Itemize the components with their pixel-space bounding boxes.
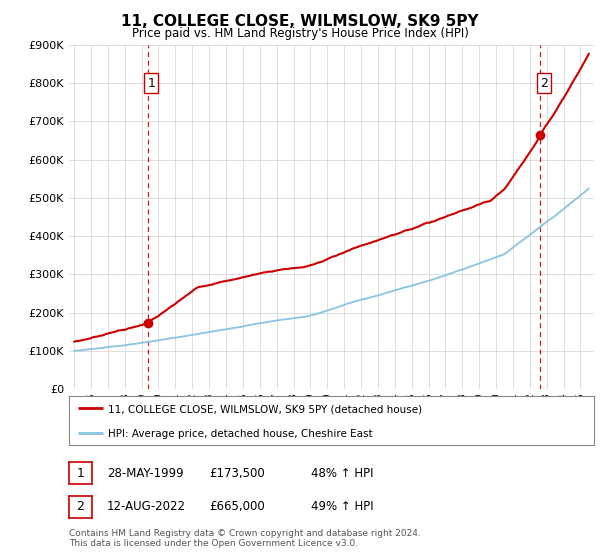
Text: This data is licensed under the Open Government Licence v3.0.: This data is licensed under the Open Gov… xyxy=(69,539,358,548)
Text: £665,000: £665,000 xyxy=(209,500,265,514)
Text: 12-AUG-2022: 12-AUG-2022 xyxy=(107,500,186,514)
Text: 2: 2 xyxy=(540,77,548,90)
Text: 11, COLLEGE CLOSE, WILMSLOW, SK9 5PY (detached house): 11, COLLEGE CLOSE, WILMSLOW, SK9 5PY (de… xyxy=(109,404,422,414)
Text: HPI: Average price, detached house, Cheshire East: HPI: Average price, detached house, Ches… xyxy=(109,429,373,439)
Text: £173,500: £173,500 xyxy=(209,466,265,480)
Text: 1: 1 xyxy=(76,466,85,480)
Text: Contains HM Land Registry data © Crown copyright and database right 2024.: Contains HM Land Registry data © Crown c… xyxy=(69,529,421,538)
Text: 49% ↑ HPI: 49% ↑ HPI xyxy=(311,500,373,514)
Text: 28-MAY-1999: 28-MAY-1999 xyxy=(107,466,184,480)
Text: 11, COLLEGE CLOSE, WILMSLOW, SK9 5PY: 11, COLLEGE CLOSE, WILMSLOW, SK9 5PY xyxy=(121,14,479,29)
Text: 1: 1 xyxy=(148,77,155,90)
Text: Price paid vs. HM Land Registry's House Price Index (HPI): Price paid vs. HM Land Registry's House … xyxy=(131,27,469,40)
Text: 2: 2 xyxy=(76,500,85,514)
Text: 48% ↑ HPI: 48% ↑ HPI xyxy=(311,466,373,480)
